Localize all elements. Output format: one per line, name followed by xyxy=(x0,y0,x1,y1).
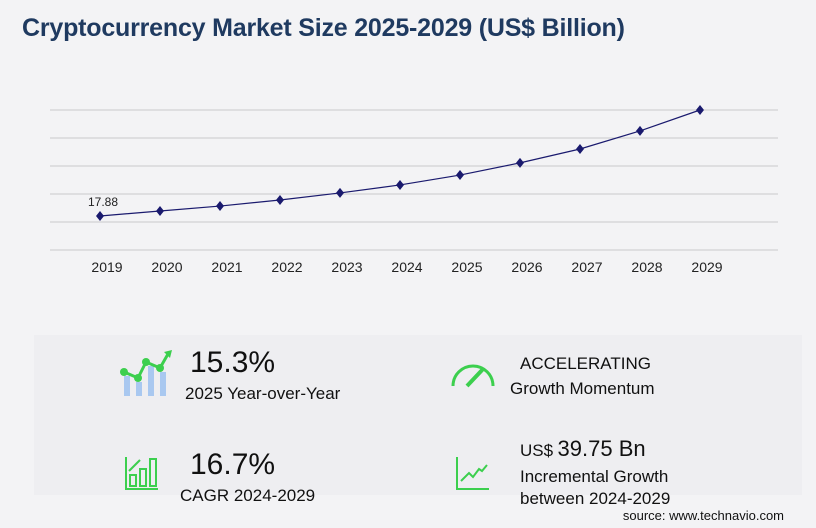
speedometer-icon xyxy=(451,364,495,388)
incremental-label-2: between 2024-2029 xyxy=(520,489,671,508)
line-chart: 2019 17.88 2020 2021 2022 2023 2024 2025 2026 202… xyxy=(50,105,778,275)
currency-prefix: US$ xyxy=(520,441,554,460)
x-tick-label: 2028 xyxy=(631,259,662,275)
x-tick-label: 2022 xyxy=(271,259,302,275)
data-point-2020 xyxy=(156,206,164,217)
cagr-label: CAGR 2024-2029 xyxy=(180,486,316,505)
data-point-2022 xyxy=(276,194,284,205)
chart-title: Cryptocurrency Market Size 2025-2029 (US… xyxy=(22,14,625,42)
data-point-2021 xyxy=(216,201,224,212)
x-tick-label: 2019 xyxy=(91,259,122,275)
x-tick-label: 2023 xyxy=(331,259,362,275)
series-line xyxy=(99,109,701,217)
x-tick-label: 2027 xyxy=(571,259,602,275)
x-tick-label: 2029 xyxy=(691,259,722,275)
incremental-amount: 39.75 Bn xyxy=(557,436,646,461)
x-tick-label: 2026 xyxy=(511,259,542,275)
data-point-2028 xyxy=(636,125,644,136)
source-text: source: www.technavio.com xyxy=(622,508,784,523)
growth-bar-chart-icon xyxy=(120,350,172,396)
data-point-2026 xyxy=(516,157,524,168)
x-tick-label: 2021 xyxy=(211,259,242,275)
cagr-chart-icon xyxy=(125,457,158,490)
yoy-value: 15.3% xyxy=(190,346,276,379)
data-point-2019 xyxy=(96,210,104,221)
data-point-2025 xyxy=(456,170,464,181)
momentum-value: ACCELERATING xyxy=(520,354,651,373)
data-point-2024 xyxy=(396,179,404,190)
x-tick-label: 2025 xyxy=(451,259,482,275)
x-tick-label: 2020 xyxy=(151,259,182,275)
momentum-label: Growth Momentum xyxy=(510,379,655,398)
x-tick-label: 2024 xyxy=(391,259,422,275)
yoy-label: 2025 Year-over-Year xyxy=(185,384,341,403)
data-point-2023 xyxy=(336,187,344,198)
cagr-value: 16.7% xyxy=(190,448,276,481)
incremental-value: US$ 39.75 Bn xyxy=(520,436,646,462)
incremental-label-1: Incremental Growth xyxy=(520,467,669,486)
trend-up-icon xyxy=(456,457,489,490)
data-point-2029 xyxy=(696,105,704,115)
data-label: 17.88 xyxy=(88,195,118,209)
data-point-2027 xyxy=(576,143,584,154)
